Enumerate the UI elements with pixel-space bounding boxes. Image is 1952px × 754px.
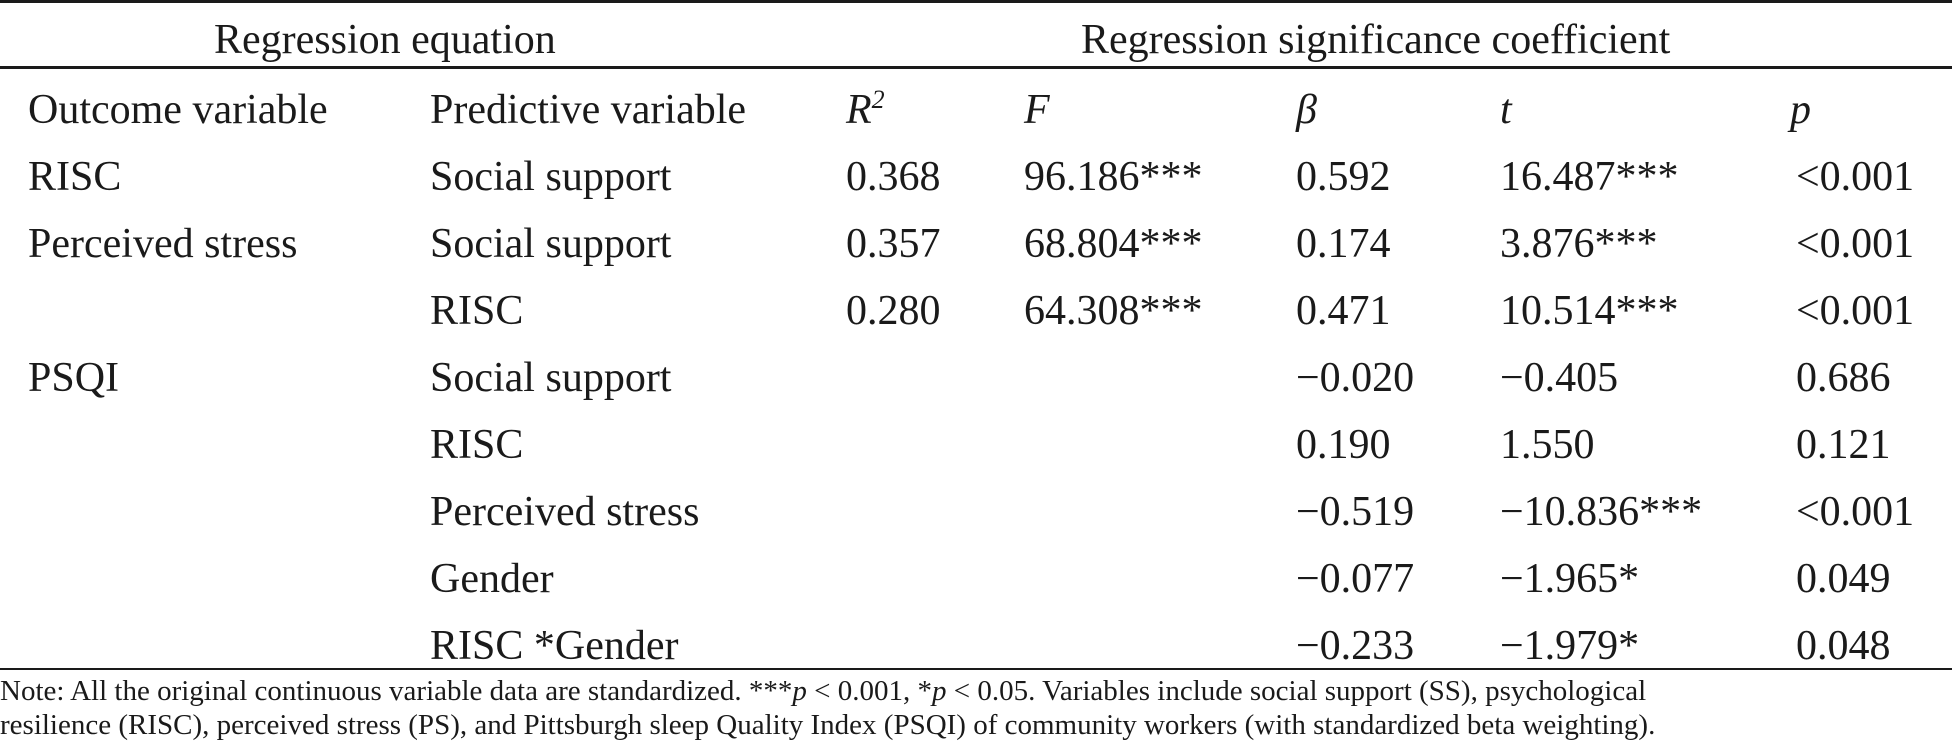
cell-t: 10.514*** (1500, 288, 1679, 334)
cell-p: 0.048 (1796, 623, 1891, 669)
cell-p: 0.049 (1796, 556, 1891, 602)
table-bottom-rule (0, 668, 1952, 670)
cell-r-squared: 0.368 (846, 154, 941, 200)
note-p-symbol: p (932, 675, 947, 707)
cell-f: 64.308*** (1024, 288, 1203, 334)
cell-outcome: Perceived stress (28, 221, 298, 267)
cell-f: 68.804*** (1024, 221, 1203, 267)
note-line-1: Note: All the original continuous variab… (0, 674, 1952, 708)
column-header-t: t (1500, 87, 1512, 133)
note-line-2: resilience (RISC), perceived stress (PS)… (0, 709, 1656, 741)
cell-beta: 0.190 (1296, 422, 1391, 468)
column-header-predictive: Predictive variable (430, 87, 747, 133)
note-threshold-2: < 0.05. Variables include social support… (946, 675, 1647, 707)
cell-r-squared: 0.280 (846, 288, 941, 334)
cell-r-squared: 0.357 (846, 221, 941, 267)
cell-t: −1.965* (1500, 556, 1640, 602)
cell-beta: −0.519 (1296, 489, 1415, 535)
cell-beta: 0.174 (1296, 221, 1391, 267)
note-p-symbol: p (792, 675, 807, 707)
cell-p: <0.001 (1796, 489, 1915, 535)
cell-predictive: RISC (430, 422, 524, 468)
cell-predictive: Social support (430, 221, 672, 267)
cell-predictive: Perceived stress (430, 489, 700, 535)
column-header-beta: β (1296, 87, 1317, 133)
note-prefix: Note: All the original continuous variab… (0, 675, 793, 707)
cell-p: <0.001 (1796, 288, 1915, 334)
cell-t: 16.487*** (1500, 154, 1679, 200)
cell-beta: −0.233 (1296, 623, 1415, 669)
cell-predictive: RISC (430, 288, 524, 334)
cell-p: <0.001 (1796, 221, 1915, 267)
cell-predictive: RISC *Gender (430, 623, 679, 669)
cell-p: <0.001 (1796, 154, 1915, 200)
r-squared-superscript: 2 (871, 85, 885, 114)
cell-f: 96.186*** (1024, 154, 1203, 200)
cell-predictive: Gender (430, 556, 554, 602)
cell-beta: −0.020 (1296, 355, 1415, 401)
cell-outcome: PSQI (28, 355, 120, 401)
cell-t: −1.979* (1500, 623, 1640, 669)
cell-t: 1.550 (1500, 422, 1595, 468)
group-header-regression-equation: Regression equation (214, 17, 556, 63)
cell-t: 3.876*** (1500, 221, 1658, 267)
column-header-outcome: Outcome variable (28, 87, 328, 133)
cell-beta: −0.077 (1296, 556, 1415, 602)
cell-p: 0.121 (1796, 422, 1891, 468)
table-note: Note: All the original continuous variab… (0, 674, 1952, 742)
table-header-rule (0, 66, 1952, 69)
cell-predictive: Social support (430, 154, 672, 200)
column-header-f: F (1024, 87, 1050, 133)
column-header-p: p (1790, 87, 1811, 133)
group-header-significance-coefficient: Regression significance coefficient (1081, 17, 1671, 63)
column-header-r-squared: R2 (846, 84, 885, 136)
cell-predictive: Social support (430, 355, 672, 401)
table-top-rule (0, 0, 1952, 3)
cell-beta: 0.471 (1296, 288, 1391, 334)
note-threshold-1: < 0.001, * (806, 675, 933, 707)
cell-p: 0.686 (1796, 355, 1891, 401)
cell-t: −10.836*** (1500, 489, 1703, 535)
cell-beta: 0.592 (1296, 154, 1391, 200)
cell-outcome: RISC (28, 154, 122, 200)
r-squared-base: R (846, 87, 872, 133)
cell-t: −0.405 (1500, 355, 1619, 401)
